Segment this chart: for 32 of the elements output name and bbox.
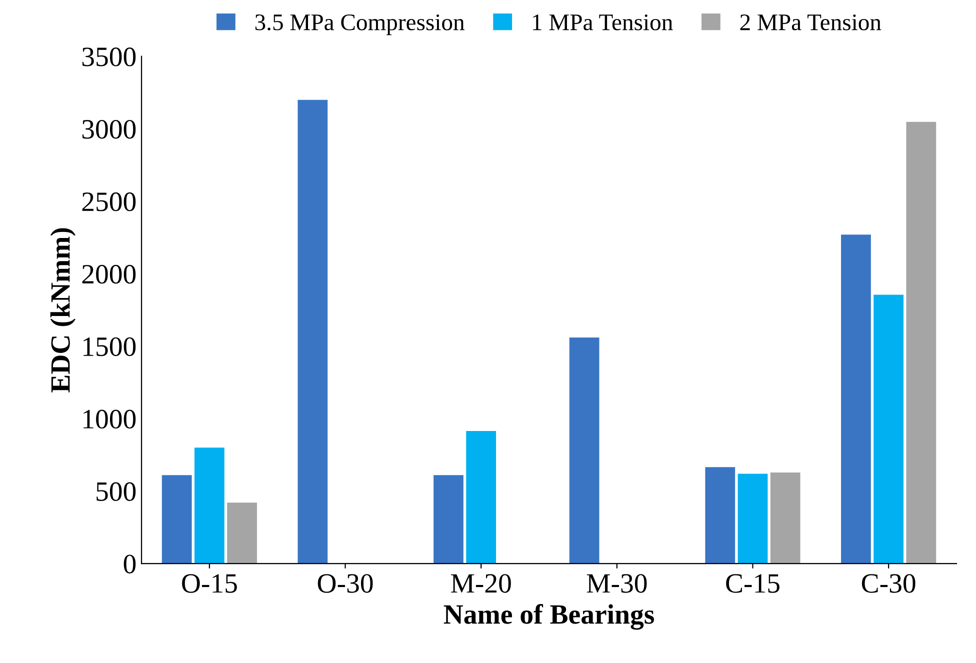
x-tick-label: M-30: [586, 574, 647, 593]
y-tick-label: 500: [96, 482, 136, 502]
legend-label: 2 MPa Tension: [740, 14, 882, 30]
bar: [162, 475, 192, 564]
x-tick-label: C-15: [726, 574, 780, 593]
bar: [466, 430, 496, 564]
bar: [434, 475, 464, 564]
bar: [770, 472, 800, 564]
x-tick-label: O-15: [182, 574, 237, 593]
x-axis-title: Name of Bearings: [444, 604, 654, 630]
legend-label: 3.5 MPa Compression: [255, 14, 464, 36]
x-tick-label: C-30: [862, 574, 916, 593]
bar: [841, 234, 871, 564]
bar: [906, 122, 936, 564]
y-tick-label: 0: [124, 554, 136, 574]
y-tick-label: 1500: [84, 337, 136, 356]
x-tick-label: M-20: [451, 574, 511, 593]
y-tick-label: 1000: [84, 410, 136, 429]
bar: [298, 100, 328, 564]
y-axis-title: EDC (kNmm): [50, 228, 76, 392]
y-tick-label: 3000: [82, 120, 136, 139]
bar: [227, 502, 257, 564]
legend-label: 1 MPa Tension: [533, 14, 673, 30]
bar: [738, 474, 768, 564]
bar: [705, 467, 736, 564]
y-tick-label: 2500: [82, 192, 136, 212]
bar: [569, 337, 600, 564]
y-tick-label: 2000: [82, 264, 136, 284]
y-tick-label: 3500: [82, 48, 136, 66]
x-tick-label: O-30: [318, 574, 373, 593]
bar: [194, 448, 224, 564]
bar: [874, 294, 904, 564]
